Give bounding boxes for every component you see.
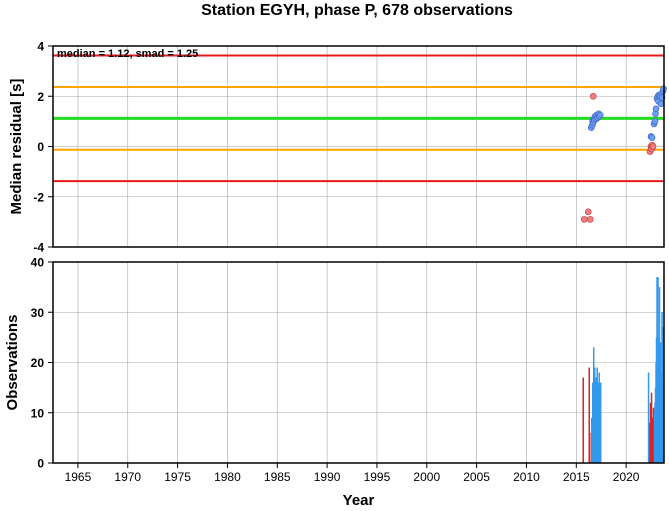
blue-observation-bar — [593, 367, 596, 463]
y-tick-label: -4 — [33, 241, 44, 255]
x-tick-label: 2000 — [413, 470, 440, 484]
red-data-point — [589, 92, 597, 100]
x-axis-label: Year — [343, 492, 375, 509]
red-observation-bar — [648, 422, 651, 463]
red-observation-bar — [650, 392, 653, 463]
x-tick-label: 2020 — [613, 470, 640, 484]
x-tick-label: 1980 — [214, 470, 241, 484]
red-observation-bar — [588, 367, 590, 463]
red-data-point — [580, 216, 588, 223]
blue-observation-bar — [662, 327, 664, 463]
y-tick-label: 2 — [37, 90, 44, 104]
residual-panel: median = 1.12, smad = 1.25 -4 -2 0 2 4 Media… — [8, 40, 667, 255]
blue-data-point — [652, 105, 660, 113]
red-observation-bar — [651, 417, 654, 463]
blue-data-point — [596, 111, 604, 119]
red-observation-bar — [649, 402, 652, 463]
x-tick-label: 1975 — [164, 470, 191, 484]
red-data-point — [584, 208, 592, 216]
blue-data-point — [648, 134, 656, 142]
blue-observation-bar — [598, 387, 601, 463]
blue-observation-bar — [590, 417, 593, 463]
x-tick-label: 1965 — [65, 470, 92, 484]
observations-panel: 0 10 20 30 40 1965 1970 1975 1980 1985 1990 1995 20… — [4, 256, 665, 509]
x-tick-label: 2015 — [563, 470, 590, 484]
x-tick-label: 1985 — [264, 470, 291, 484]
x-tick-label: 2010 — [513, 470, 540, 484]
x-tick-label: 1995 — [364, 470, 391, 484]
y-tick-label: -2 — [33, 190, 44, 204]
y-tick-label: 20 — [31, 356, 45, 370]
stats-annotation: median = 1.12, smad = 1.25 — [57, 48, 198, 60]
y-tick-label: 0 — [37, 457, 44, 471]
y-tick-label: 4 — [37, 40, 44, 54]
y-tick-label: 40 — [31, 256, 45, 270]
y-tick-label: 30 — [31, 306, 45, 320]
blue-observation-bar — [647, 372, 650, 463]
residual-y-axis-label: Median residual [s] — [8, 79, 25, 215]
blue-data-point — [657, 100, 665, 108]
red-data-point — [586, 216, 594, 223]
x-tick-label: 1990 — [314, 470, 341, 484]
blue-observation-bar — [591, 382, 594, 463]
observations-y-axis-label: Observations — [4, 315, 21, 411]
blue-observation-bar — [599, 382, 602, 463]
y-tick-label: 10 — [31, 406, 45, 420]
blue-data-point — [651, 118, 659, 125]
x-tick-label: 2005 — [463, 470, 490, 484]
chart-title: Station EGYH, phase P, 678 observations — [201, 2, 513, 19]
red-data-point — [649, 143, 657, 150]
red-observation-bar — [652, 407, 655, 463]
y-tick-label: 0 — [37, 140, 44, 154]
x-tick-label: 1970 — [114, 470, 141, 484]
red-observation-bar — [582, 377, 585, 463]
